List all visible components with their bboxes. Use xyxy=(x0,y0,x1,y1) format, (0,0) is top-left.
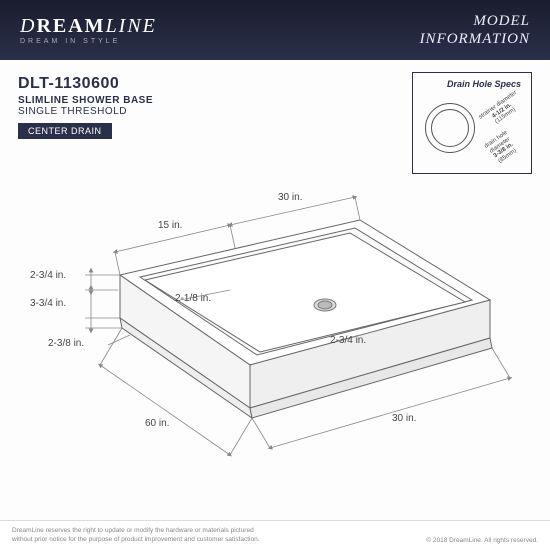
shower-base-diagram: 15 in. 30 in. 2-3/4 in. 3-3/4 in. 2-3/8 … xyxy=(30,180,520,470)
dim-inner-left: 2-1/8 in. xyxy=(175,293,211,304)
product-name: SLIMLINE SHOWER BASE xyxy=(18,95,153,106)
disclaimer: DreamLine reserves the right to update o… xyxy=(12,527,260,544)
dim-left-upper: 2-3/4 in. xyxy=(30,270,66,281)
dim-top-left: 15 in. xyxy=(158,220,182,231)
hole-spec: drain hole diameter 3-3/8 in. (85mm) xyxy=(474,123,530,173)
drain-hole-circle-icon xyxy=(431,109,469,147)
strainer-spec: strainer diameter 4-1/2 in. (115mm) xyxy=(476,88,528,133)
footer: DreamLine reserves the right to update o… xyxy=(0,520,550,550)
model-info-panel: DLT-1130600 SLIMLINE SHOWER BASE SINGLE … xyxy=(18,75,153,139)
dim-inner-right: 2-3/4 in. xyxy=(330,335,366,346)
dim-left-lower: 2-3/8 in. xyxy=(48,338,84,349)
brand-tagline: DREAM IN STYLE xyxy=(20,38,120,45)
spec-title: Drain Hole Specs xyxy=(419,79,521,89)
product-subtype: SINGLE THRESHOLD xyxy=(18,106,153,117)
dim-bottom: 60 in. xyxy=(145,418,169,429)
copyright: © 2018 DreamLine. All rights reserved. xyxy=(426,537,538,544)
drain-hole-specs: Drain Hole Specs strainer diameter 4-1/2… xyxy=(412,72,532,174)
dim-left-mid: 3-3/4 in. xyxy=(30,298,66,309)
model-number: DLT-1130600 xyxy=(18,75,153,93)
drain-badge: CENTER DRAIN xyxy=(18,123,112,139)
brand-logo: DREAMLINE DREAM IN STYLE xyxy=(20,15,157,45)
dim-right: 30 in. xyxy=(392,413,416,424)
dim-top-right: 30 in. xyxy=(278,192,302,203)
header-title: MODEL INFORMATION xyxy=(420,12,530,48)
header-bar: DREAMLINE DREAM IN STYLE MODEL INFORMATI… xyxy=(0,0,550,60)
